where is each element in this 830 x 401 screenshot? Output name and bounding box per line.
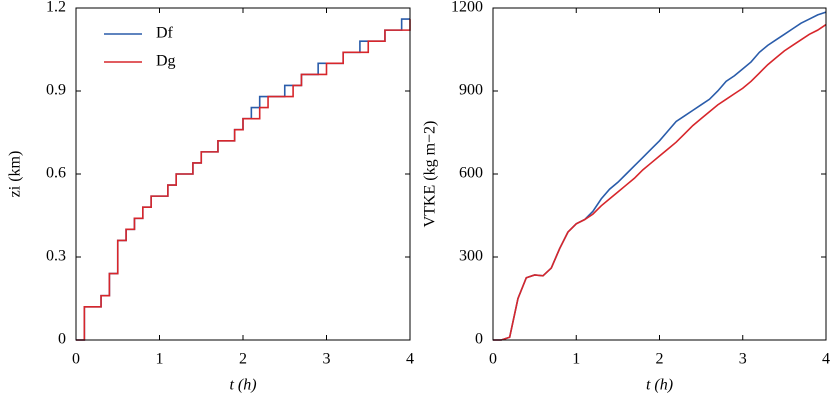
plot-frame xyxy=(75,7,411,341)
plot-frame xyxy=(492,7,827,341)
x-tick-label: 1 xyxy=(156,351,164,368)
y-axis-label: zi (km) xyxy=(7,151,24,198)
legend-label: Dg xyxy=(156,53,176,70)
x-axis-label: t (h) xyxy=(229,377,256,394)
y-axis-label: VTKE (kg m−2) xyxy=(422,121,439,228)
data-line xyxy=(493,11,827,341)
y-tick-label: 0.6 xyxy=(46,165,66,182)
y-tick-label: 1200 xyxy=(451,0,483,16)
y-tick-label: 0 xyxy=(58,331,66,348)
x-tick-label: 4 xyxy=(822,351,830,368)
legend-label: Df xyxy=(156,25,174,42)
x-tick-label: 2 xyxy=(239,351,247,368)
y-tick-label: 1.2 xyxy=(46,0,66,16)
y-tick-label: 0.3 xyxy=(46,248,66,265)
x-axis-label: t (h) xyxy=(646,377,673,394)
x-tick-label: 4 xyxy=(406,351,414,368)
y-tick-label: 300 xyxy=(459,248,483,265)
x-tick-label: 0 xyxy=(489,351,497,368)
y-tick-label: 0.9 xyxy=(46,82,66,99)
x-tick-label: 3 xyxy=(323,351,331,368)
y-tick-label: 0 xyxy=(475,331,483,348)
data-line xyxy=(493,23,827,341)
x-tick-label: 1 xyxy=(572,351,580,368)
y-tick-label: 600 xyxy=(459,165,483,182)
y-tick-label: 900 xyxy=(459,82,483,99)
x-tick-label: 2 xyxy=(656,351,664,368)
data-line xyxy=(76,18,410,341)
x-tick-label: 0 xyxy=(72,351,80,368)
x-tick-label: 3 xyxy=(739,351,747,368)
data-line xyxy=(76,19,411,341)
